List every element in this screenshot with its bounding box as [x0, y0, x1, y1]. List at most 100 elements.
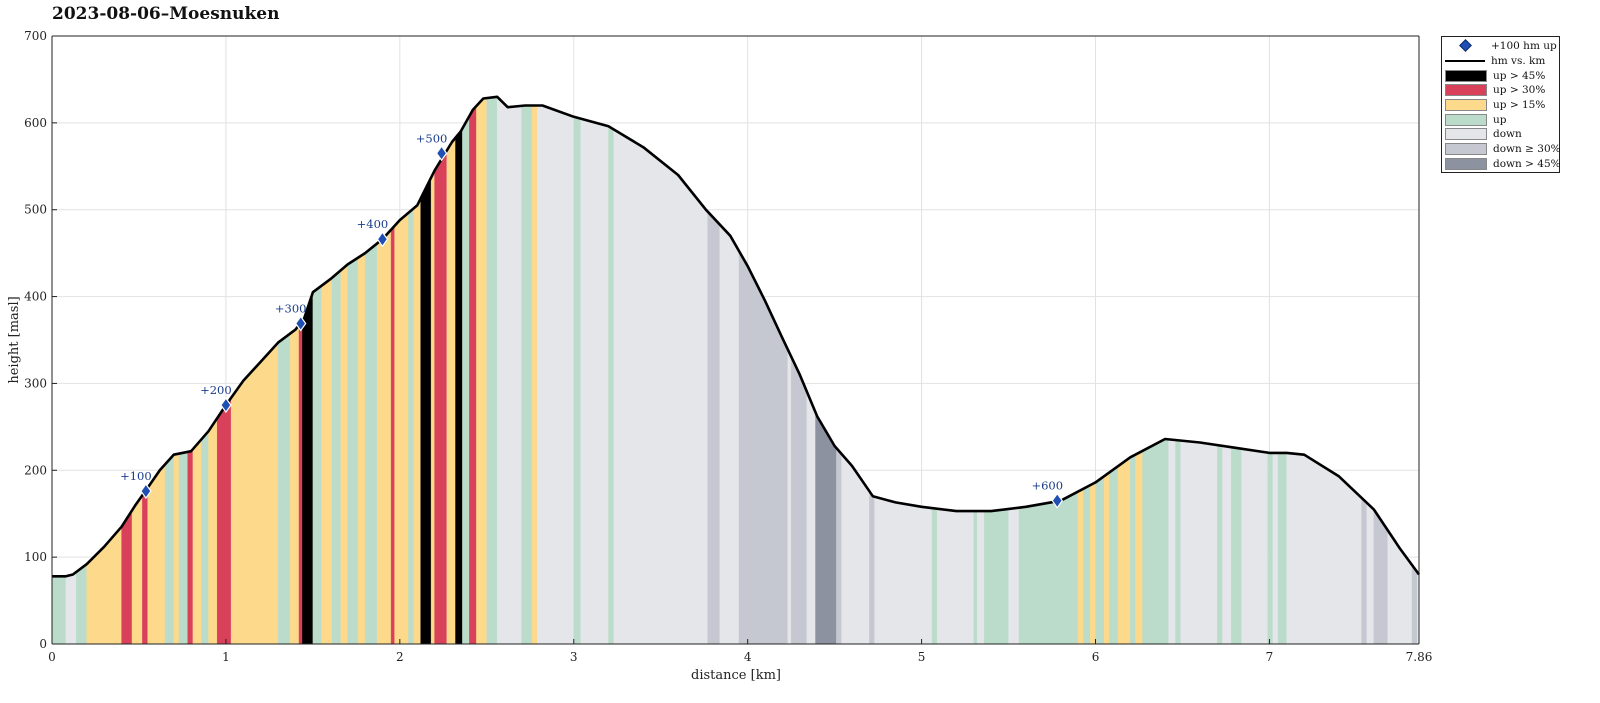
- legend-swatch: [1445, 157, 1487, 170]
- segment-down: [580, 118, 609, 645]
- segment-up15: [321, 277, 333, 645]
- segment-down: [1366, 502, 1375, 645]
- segment-up: [973, 510, 978, 645]
- segment-up15: [413, 198, 421, 645]
- elevation-profile: [52, 95, 1421, 578]
- y-tick-label: 700: [24, 29, 47, 43]
- climb-marker-label: +100: [120, 469, 152, 483]
- legend-label: down ≥ 30%: [1493, 143, 1561, 156]
- climb-marker: [435, 145, 448, 162]
- segment-down30: [1411, 564, 1418, 645]
- legend-label: +100 hm up: [1491, 40, 1557, 53]
- y-axis-label: height [masl]: [7, 296, 22, 383]
- segment-up: [984, 508, 1009, 645]
- legend-swatch: [1445, 143, 1487, 156]
- segment-down: [497, 96, 522, 645]
- segment-up15: [340, 263, 348, 645]
- segment-up15: [357, 252, 366, 645]
- segment-up: [1230, 446, 1242, 645]
- climb-marker-label: +400: [357, 217, 389, 231]
- segment-up30: [121, 509, 133, 645]
- segment-up30: [390, 225, 395, 645]
- segment-up: [931, 507, 938, 645]
- climb-marker: [376, 231, 389, 248]
- segment-up15: [131, 494, 143, 645]
- segment-down: [537, 105, 574, 645]
- segment-down: [1180, 440, 1218, 645]
- segment-up30: [216, 397, 232, 645]
- segment-up: [1267, 452, 1274, 645]
- climb-marker: [1051, 492, 1063, 509]
- segment-down30: [869, 490, 875, 645]
- y-tick-label: 200: [24, 463, 47, 477]
- legend-swatch: [1445, 99, 1487, 112]
- x-tick-label: 3: [570, 650, 578, 664]
- segment-up: [521, 105, 533, 645]
- segment-up: [573, 116, 581, 645]
- climb-marker: [220, 397, 232, 414]
- legend-item: up > 45%: [1445, 68, 1556, 83]
- segment-up15: [1103, 472, 1110, 645]
- segment-up: [608, 125, 614, 645]
- legend-item: down ≥ 30%: [1445, 142, 1561, 157]
- segment-up15: [290, 324, 300, 645]
- segment-down30: [791, 356, 807, 645]
- segment-up45: [302, 292, 314, 645]
- segment-up30: [434, 149, 447, 645]
- x-axis-label: distance [km]: [691, 668, 781, 683]
- climb-marker-label: +500: [416, 131, 448, 145]
- segment-down45: [815, 412, 837, 645]
- segment-down: [874, 496, 933, 645]
- segment-down: [1241, 448, 1268, 645]
- segment-up15: [446, 137, 456, 645]
- segment-up15: [531, 105, 538, 645]
- y-tick-label: 400: [24, 290, 47, 304]
- segment-up: [486, 96, 498, 645]
- segment-up15: [476, 97, 487, 645]
- legend-label: up > 15%: [1493, 99, 1546, 112]
- segment-down: [977, 510, 985, 645]
- segment-down: [1286, 452, 1362, 645]
- climb-marker-label: +200: [200, 383, 232, 397]
- y-tick-label: 500: [24, 203, 47, 217]
- segment-up: [277, 333, 291, 645]
- segment-down: [841, 453, 870, 645]
- gradient-segments: [51, 96, 1420, 645]
- legend-item: +100 hm up: [1445, 39, 1557, 54]
- segment-down: [1008, 507, 1020, 645]
- legend-item: up: [1445, 112, 1556, 127]
- legend-item: up > 30%: [1445, 83, 1556, 98]
- segment-down: [613, 129, 708, 645]
- legend-item: hm vs. km: [1445, 54, 1556, 69]
- legend-swatch: [1445, 84, 1487, 97]
- y-tick-label: 0: [39, 637, 47, 651]
- segment-down: [806, 391, 816, 645]
- segment-up: [347, 257, 359, 645]
- segment-up45: [420, 177, 432, 645]
- segment-up45: [455, 128, 463, 645]
- segment-up15: [86, 526, 122, 645]
- segment-up: [201, 430, 209, 645]
- segment-up: [1130, 454, 1136, 645]
- segment-up30: [187, 448, 194, 645]
- segment-up: [364, 242, 378, 645]
- legend-label: down > 45%: [1493, 157, 1561, 170]
- segment-up15: [230, 387, 239, 645]
- segment-up: [312, 285, 322, 645]
- legend-label: hm vs. km: [1491, 55, 1546, 68]
- axes: 0 1 2 3 4 5 6 7 7.86 0 100 200 300 400 500 600 700: [24, 29, 1432, 664]
- x-tick-label: 4: [744, 650, 752, 664]
- segment-down30: [836, 447, 842, 645]
- legend-label: down: [1493, 128, 1522, 141]
- segment-up15: [1090, 482, 1096, 645]
- segment-down: [65, 571, 77, 645]
- y-tick-label: 600: [24, 116, 47, 130]
- y-tick-label: 300: [24, 376, 47, 390]
- segment-up30: [142, 487, 148, 645]
- x-tick-label: 0: [48, 650, 56, 664]
- segment-up: [1142, 438, 1169, 645]
- climb-marker-label: +300: [275, 301, 307, 315]
- x-tick-label: 5: [918, 650, 926, 664]
- segment-down: [937, 508, 974, 645]
- segment-up: [462, 115, 470, 645]
